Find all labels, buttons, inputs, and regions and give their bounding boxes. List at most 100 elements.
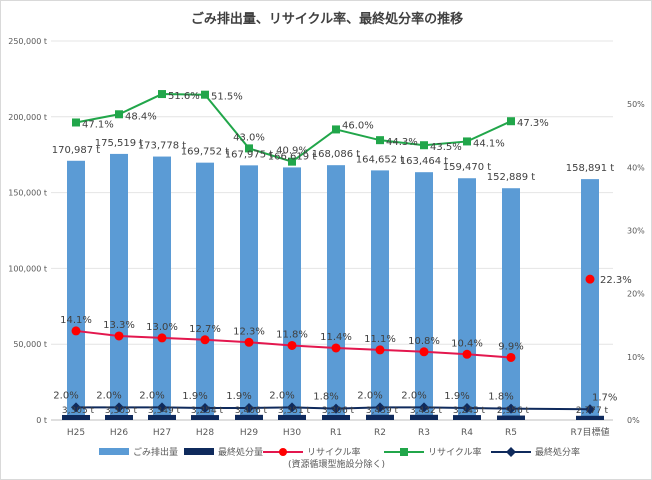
y-left-tick-label: 150,000 t [8,189,47,198]
data-label-final-disposal: 3,245 t [453,406,486,416]
y-right-tick-label: 10% [627,353,645,362]
data-label-final-disposal: 3,305 t [62,406,95,416]
bar-final-disposal [322,414,350,420]
marker-recycling-rate-excl [200,335,210,345]
x-tick-label: H29 [240,428,258,438]
data-label-waste: 170,987 t [52,145,101,156]
data-label-final-disposal: 3,254 t [191,406,224,416]
legend-label-recycling: リサイクル率 [428,446,482,458]
data-label-recycling-rate-excl: 10.8% [408,336,440,347]
bar-final-disposal [366,414,394,420]
x-tick-label: H26 [110,428,128,438]
marker-final-disposal-rate [287,402,297,413]
data-label-recycling-rate: 47.3% [517,118,549,129]
data-label-recycling-rate: 51.5% [211,92,243,103]
y-right-tick-label: 40% [627,163,645,172]
data-label-final-disposal-rate: 1.9% [444,391,469,402]
bar-waste-amount [581,179,599,420]
data-label-final-disposal-rate: 1.9% [182,391,207,402]
y-left-tick-label: 200,000 t [8,113,47,122]
marker-recycling-rate [420,141,428,150]
y-right-tick-label: 0% [627,416,640,425]
data-label-final-disposal: 3,439 t [366,406,399,416]
marker-final-disposal-rate [157,402,167,413]
marker-recycling-rate [245,144,253,153]
data-label-recycling-rate-excl: 12.3% [233,326,265,337]
bar-final-disposal [410,414,438,420]
data-label-final-disposal-rate: 1.7% [592,392,617,403]
y-right-tick-label: 20% [627,290,645,299]
data-label-recycling-rate: 47.1% [82,119,114,130]
y-axis-left: 0 t 50,000 t 100,000 t 150,000 t 200,000 t 25… [8,37,47,425]
bar-series [62,153,604,421]
data-label-final-disposal-rate: 2.0% [357,390,382,401]
marker-final-disposal-rate [331,403,341,414]
bar-final-disposal [191,415,219,420]
data-label-waste: 173,778 t [138,141,187,152]
marker-recycling-rate-excl [331,343,341,353]
x-tick-label: R2 [374,428,386,438]
bar-waste-amount [502,188,520,420]
bar-waste-amount [327,165,345,420]
bar-waste-amount [196,162,214,420]
data-label-waste: 175,519 t [95,138,144,149]
legend-marker-final-rate [506,447,516,457]
x-tick-label: R7目標値 [571,426,610,438]
data-label-recycling-rate: 44.3% [386,137,418,148]
data-label-waste: 152,889 t [487,172,536,183]
bar-waste-amount [458,178,476,420]
data-label-final-disposal: 3,349 t [148,406,181,416]
x-tick-label: R5 [505,428,517,438]
marker-final-disposal-rate [419,402,429,413]
legend-label-recycling-excl-sub: (資源循環型施設分除く) [288,458,385,470]
legend-swatch-waste [99,448,129,455]
bar-waste-amount [283,167,301,420]
data-label-waste: 167,975 t [225,149,274,160]
data-label-final-disposal-rate: 1.8% [488,392,513,403]
legend-marker-recycling [400,448,408,456]
legend-label-waste: ごみ排出量 [133,446,178,458]
marker-recycling-rate-excl [419,347,429,357]
data-label-final-disposal-rate: 1.9% [226,391,251,402]
data-label-final-disposal-rate: 2.0% [96,390,121,401]
x-tick-label: H30 [283,428,301,438]
x-tick-label: H25 [67,428,85,438]
line-series [71,90,595,415]
data-label-recycling-rate: 48.4% [125,111,157,122]
data-label-final-disposal: 2,777 t [576,406,609,416]
x-tick-label: H28 [196,428,214,438]
marker-recycling-rate [376,136,384,145]
data-label-waste: 164,652 t [356,154,405,165]
legend-label-recycling-excl: リサイクル率 [307,446,361,458]
y-right-tick-label: 30% [627,227,645,236]
bar-waste-amount [153,156,171,420]
data-label-final-disposal-rate: 2.0% [269,390,294,401]
marker-recycling-rate-excl [244,337,254,347]
data-label-recycling-rate-excl: 22.3% [600,275,632,286]
data-label-recycling-rate-excl: 11.8% [276,329,308,340]
data-label-final-disposal-rate: 2.0% [139,390,164,401]
x-axis: H25 H26 H27 H28 H29 H30 R1 R2 R3 R4 R5 R7目標値 [67,426,610,438]
bar-final-disposal [62,414,90,420]
marker-final-disposal-rate [375,402,385,413]
data-label-recycling-rate: 44.1% [473,138,505,149]
marker-recycling-rate-excl [506,352,516,362]
bar-final-disposal [278,414,306,420]
marker-recycling-rate [72,118,80,127]
data-label-recycling-rate-excl: 12.7% [189,324,221,335]
y-right-tick-label: 50% [627,100,645,109]
data-label-final-disposal: 3,351 t [278,406,311,416]
chart-title: ごみ排出量、リサイクル率、最終処分率の推移 [191,11,463,27]
bar-waste-amount [67,160,85,421]
marker-recycling-rate [201,90,209,99]
data-label-waste: 168,086 t [312,149,361,160]
bar-final-disposal [148,414,176,420]
data-label-final-disposal: 3,305 t [105,406,138,416]
bar-final-disposal [453,415,481,420]
marker-final-disposal-rate [200,402,210,413]
y-left-tick-label: 250,000 t [8,37,47,46]
bar-waste-amount [415,172,433,420]
legend-label-final-disposal: 最終処分量 [218,446,263,458]
marker-final-disposal-rate [585,404,595,415]
